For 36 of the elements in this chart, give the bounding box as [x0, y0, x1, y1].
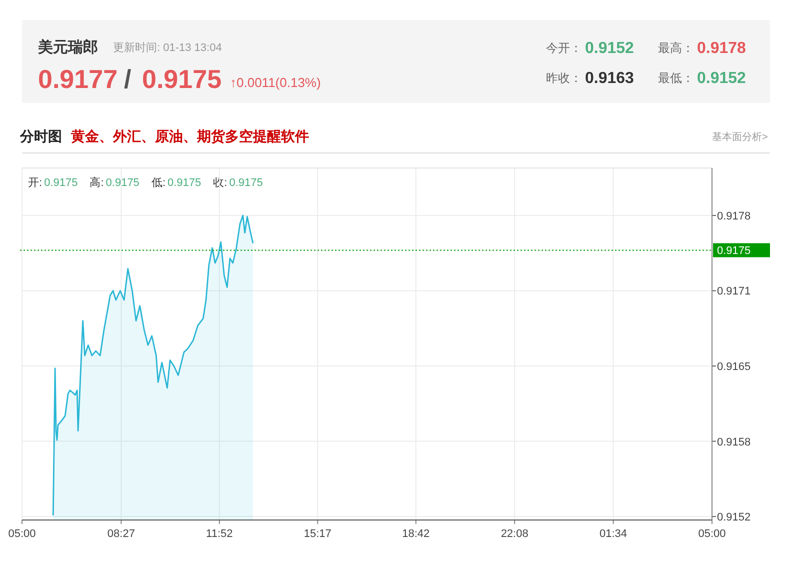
annotation: 高:: [90, 176, 104, 189]
x-tick-label: 05:00: [698, 528, 726, 540]
x-tick-label: 15:17: [304, 528, 332, 540]
text: 0.9152: [585, 40, 634, 57]
x-tick-label: 08:27: [107, 528, 135, 540]
ref-line-label: 0.9175: [717, 245, 751, 258]
x-tick-label: 22:08: [500, 528, 528, 540]
text: 最低：: [658, 71, 694, 85]
text: /: [124, 64, 132, 94]
x-tick-label: 01:34: [600, 528, 628, 540]
chart-title: 美元瑞郎: [37, 38, 98, 56]
text: 0.9175: [142, 64, 222, 94]
y-tick-label: 0.9178: [717, 210, 751, 222]
annotation: 开:: [28, 177, 42, 189]
y-tick-label: 0.9165: [717, 361, 751, 373]
x-tick-label: 18:42: [402, 528, 430, 540]
text: 0.9177: [38, 64, 118, 94]
text: 基本面分析>: [712, 131, 768, 143]
text: 0.9163: [585, 70, 634, 87]
text: 黄金、外汇、原油、期货多空提醒软件: [70, 128, 309, 144]
text: ↑0.0011(0.13%): [230, 75, 321, 90]
text: 昨收：: [546, 71, 582, 85]
x-tick-label: 05:00: [8, 528, 36, 540]
y-tick-label: 0.9171: [717, 286, 751, 298]
annotation: 0.9175: [229, 177, 263, 189]
text: 分时图: [19, 128, 62, 144]
text: 今开：: [546, 41, 582, 55]
annotation: 低:: [151, 177, 166, 189]
annotation: 0.9175: [168, 177, 202, 189]
annotation: 0.9175: [44, 177, 78, 189]
y-tick-label: 0.9152: [717, 512, 751, 524]
annotation: 0.9175: [106, 177, 140, 189]
text: 最高：: [658, 41, 694, 55]
y-tick-label: 0.9158: [717, 436, 751, 448]
x-tick-label: 11:52: [206, 528, 233, 540]
chart-subtitle: 更新时间: 01-13 13:04: [113, 41, 222, 54]
